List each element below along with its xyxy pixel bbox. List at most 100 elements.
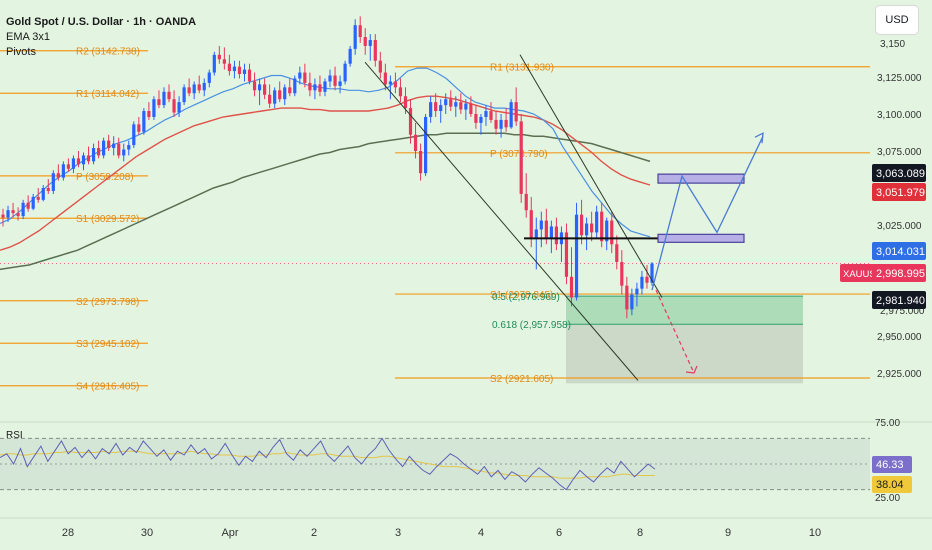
candle-body[interactable] bbox=[36, 196, 40, 200]
candle-body[interactable] bbox=[605, 220, 609, 242]
candle-body[interactable] bbox=[147, 111, 151, 117]
candle-body[interactable] bbox=[257, 84, 262, 91]
candle-body[interactable] bbox=[127, 145, 131, 150]
candle-body[interactable] bbox=[333, 75, 337, 86]
candle-body[interactable] bbox=[192, 84, 196, 94]
candle-body[interactable] bbox=[645, 276, 649, 283]
candle-body[interactable] bbox=[222, 59, 226, 64]
candle-body[interactable] bbox=[368, 40, 372, 46]
time-tick-label[interactable]: 3 bbox=[395, 527, 401, 539]
candle-body[interactable] bbox=[242, 69, 247, 75]
candle-body[interactable] bbox=[227, 63, 231, 72]
time-tick-label[interactable]: 8 bbox=[637, 527, 643, 539]
candle-body[interactable] bbox=[91, 148, 96, 162]
candle-body[interactable] bbox=[418, 151, 423, 174]
candle-body[interactable] bbox=[86, 155, 91, 162]
candle-body[interactable] bbox=[595, 211, 599, 233]
candle-body[interactable] bbox=[182, 87, 186, 103]
candle-body[interactable] bbox=[217, 54, 221, 60]
candle-body[interactable] bbox=[237, 66, 242, 75]
candle-body[interactable] bbox=[549, 226, 553, 239]
candle-body[interactable] bbox=[232, 66, 237, 72]
candle-body[interactable] bbox=[635, 288, 639, 295]
time-tick-label[interactable]: 2 bbox=[311, 527, 317, 539]
candle-body[interactable] bbox=[6, 210, 10, 218]
candle-body[interactable] bbox=[615, 244, 619, 262]
candle-body[interactable] bbox=[403, 96, 408, 109]
candle-body[interactable] bbox=[534, 229, 538, 239]
candle-body[interactable] bbox=[459, 102, 463, 110]
candle-body[interactable] bbox=[21, 202, 25, 217]
candle-body[interactable] bbox=[278, 90, 282, 100]
candle-body[interactable] bbox=[544, 220, 548, 239]
candle-body[interactable] bbox=[429, 102, 433, 117]
candle-body[interactable] bbox=[66, 164, 71, 169]
candle-body[interactable] bbox=[600, 211, 604, 242]
currency-button[interactable]: USD bbox=[876, 6, 918, 34]
bullish-projection-path[interactable] bbox=[651, 135, 764, 291]
candle-body[interactable] bbox=[197, 84, 201, 91]
candle-body[interactable] bbox=[132, 124, 136, 146]
candle-body[interactable] bbox=[122, 149, 126, 156]
candle-body[interactable] bbox=[584, 223, 589, 236]
rsi-label[interactable]: RSI bbox=[6, 430, 23, 441]
price-tick-label[interactable]: 2,925.000 bbox=[877, 369, 922, 380]
candle-body[interactable] bbox=[323, 81, 327, 92]
candle-body[interactable] bbox=[46, 188, 50, 191]
time-axis[interactable]: 28 30 Apr 2 3 4 6 8 9 10 bbox=[0, 517, 932, 539]
candle-body[interactable] bbox=[434, 102, 438, 112]
candle-body[interactable] bbox=[630, 294, 634, 310]
time-tick-label[interactable]: 30 bbox=[141, 527, 153, 539]
candle-body[interactable] bbox=[373, 40, 377, 61]
candle-body[interactable] bbox=[393, 81, 398, 88]
candle-body[interactable] bbox=[574, 214, 579, 298]
candle-body[interactable] bbox=[413, 134, 418, 151]
candle-body[interactable] bbox=[107, 140, 111, 149]
candle-body[interactable] bbox=[313, 84, 317, 91]
candle-body[interactable] bbox=[348, 48, 352, 64]
resistance-box-upper[interactable] bbox=[657, 173, 745, 184]
price-badge[interactable] bbox=[840, 264, 878, 282]
candle-body[interactable] bbox=[398, 87, 403, 97]
price-badge[interactable] bbox=[872, 164, 926, 182]
candle-body[interactable] bbox=[564, 232, 569, 277]
candle-body[interactable] bbox=[408, 108, 413, 135]
indicator-pivots-label[interactable]: Pivots bbox=[6, 46, 36, 58]
trendline-upper[interactable] bbox=[519, 54, 663, 298]
time-tick-label[interactable]: 28 bbox=[62, 527, 74, 539]
candle-body[interactable] bbox=[454, 102, 458, 107]
price-tick-label-partial[interactable]: 2,975.000 bbox=[880, 306, 925, 317]
trendline-lower[interactable] bbox=[364, 61, 639, 381]
candle-body[interactable] bbox=[338, 81, 342, 86]
candle-body[interactable] bbox=[167, 91, 171, 100]
candle-body[interactable] bbox=[378, 60, 382, 73]
candle-body[interactable] bbox=[469, 103, 473, 114]
candle-body[interactable] bbox=[81, 155, 86, 165]
candle-body[interactable] bbox=[172, 99, 176, 113]
drawings[interactable] bbox=[364, 54, 764, 381]
candle-body[interactable] bbox=[489, 111, 493, 120]
price-tick-label[interactable]: 3,075.000 bbox=[877, 147, 922, 158]
candle-body[interactable] bbox=[102, 140, 106, 156]
candle-body[interactable] bbox=[509, 102, 513, 128]
time-tick-label[interactable]: 4 bbox=[478, 527, 484, 539]
candle-body[interactable] bbox=[268, 94, 272, 104]
candle-body[interactable] bbox=[31, 196, 35, 209]
candle-body[interactable] bbox=[474, 114, 478, 123]
bearish-projection-path[interactable] bbox=[655, 289, 695, 374]
candle-body[interactable] bbox=[504, 119, 508, 128]
candle-body[interactable] bbox=[283, 87, 287, 100]
candle-body[interactable] bbox=[610, 220, 614, 245]
candle-body[interactable] bbox=[137, 124, 141, 132]
resistance-box-lower[interactable] bbox=[657, 233, 745, 243]
candle-body[interactable] bbox=[76, 158, 81, 165]
candle-body[interactable] bbox=[358, 25, 362, 38]
candle-body[interactable] bbox=[56, 173, 60, 178]
candle-body[interactable] bbox=[16, 213, 20, 217]
candle-body[interactable] bbox=[479, 116, 483, 123]
candle-body[interactable] bbox=[353, 25, 357, 49]
candle-body[interactable] bbox=[524, 193, 528, 211]
candle-body[interactable] bbox=[444, 99, 448, 106]
time-tick-label[interactable]: 9 bbox=[725, 527, 731, 539]
